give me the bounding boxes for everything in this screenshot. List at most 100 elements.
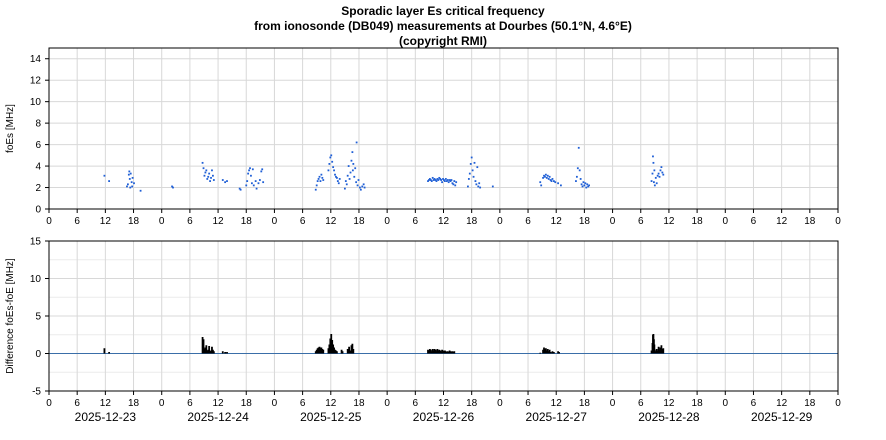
difference-bar bbox=[428, 350, 430, 354]
foes-point bbox=[656, 174, 659, 177]
foes-point bbox=[652, 161, 655, 164]
foes-point bbox=[202, 167, 205, 170]
foes-point bbox=[210, 176, 212, 179]
foes-point bbox=[261, 168, 264, 171]
foes-point bbox=[428, 179, 430, 181]
foes-point bbox=[450, 179, 453, 181]
difference-bar bbox=[653, 349, 656, 354]
difference-bar bbox=[108, 352, 111, 354]
x-tick-label: 12 bbox=[663, 398, 675, 409]
foes-point bbox=[129, 172, 132, 175]
foes-point bbox=[655, 182, 658, 185]
foes-point bbox=[257, 182, 260, 185]
foes-point bbox=[337, 182, 340, 185]
foes-point bbox=[578, 169, 581, 172]
y-tick-label: 10 bbox=[30, 97, 42, 108]
foes-point bbox=[586, 183, 589, 186]
foes-point bbox=[429, 179, 432, 181]
foes-point bbox=[246, 180, 249, 182]
difference-bar bbox=[544, 348, 547, 354]
difference-bar bbox=[449, 351, 452, 354]
x-tick-label: 18 bbox=[692, 216, 704, 227]
date-label: 2025-12-25 bbox=[300, 410, 362, 424]
foes-point bbox=[653, 184, 656, 187]
foes-point bbox=[438, 176, 441, 179]
x-tick-label: 0 bbox=[384, 398, 390, 409]
date-label: 2025-12-26 bbox=[413, 410, 475, 424]
foes-point bbox=[350, 159, 353, 162]
foes-point bbox=[651, 172, 654, 175]
difference-bar bbox=[346, 349, 349, 354]
difference-bar bbox=[204, 347, 207, 354]
y-tick-label: 0 bbox=[35, 349, 41, 360]
foes-point bbox=[433, 178, 436, 180]
foes-point bbox=[127, 183, 129, 186]
x-tick-label: 0 bbox=[497, 216, 503, 227]
difference-bar bbox=[335, 350, 337, 354]
foes-point bbox=[428, 178, 431, 180]
foes-point bbox=[207, 175, 210, 178]
foes-point bbox=[430, 180, 433, 182]
x-tick-label: 18 bbox=[241, 216, 253, 227]
difference-bar bbox=[441, 349, 443, 354]
y-tick-label: 4 bbox=[35, 162, 41, 173]
foes-point bbox=[247, 172, 250, 175]
foes-point bbox=[583, 184, 586, 187]
foes-point bbox=[127, 173, 130, 176]
x-tick-label: 18 bbox=[128, 398, 140, 409]
difference-bar bbox=[207, 349, 210, 354]
foes-point bbox=[435, 180, 438, 182]
foes-point bbox=[447, 181, 450, 184]
foes-point bbox=[441, 181, 443, 184]
difference-bar bbox=[445, 352, 448, 354]
foes-point bbox=[584, 182, 587, 185]
difference-bar bbox=[332, 344, 335, 354]
foes-point bbox=[472, 175, 475, 178]
foes-point bbox=[657, 172, 660, 175]
foes-point bbox=[539, 181, 542, 184]
difference-bar bbox=[328, 344, 331, 354]
x-tick-label: 12 bbox=[776, 216, 788, 227]
foes-point bbox=[209, 180, 211, 182]
foes-point bbox=[172, 186, 174, 189]
foes-point bbox=[255, 187, 258, 190]
difference-bar bbox=[330, 334, 333, 354]
difference-bar bbox=[657, 346, 660, 354]
foes-point bbox=[321, 176, 324, 179]
difference-bar bbox=[547, 351, 550, 354]
foes-point bbox=[314, 188, 317, 191]
x-tick-label: 0 bbox=[723, 398, 729, 409]
difference-panel: 0 6 12 18 0 6 12 18 0 6 12 18 0 6 12 18 0 6 12 18 0 6 12 18 0 6 12… bbox=[5, 237, 841, 425]
difference-bar bbox=[654, 351, 657, 354]
foes-point bbox=[443, 179, 445, 181]
difference-bar bbox=[427, 349, 429, 354]
difference-bar bbox=[317, 347, 320, 354]
x-tick-label: 0 bbox=[159, 216, 165, 227]
foes-point bbox=[551, 178, 554, 180]
x-tick-label: 12 bbox=[551, 216, 563, 227]
difference-bar bbox=[226, 352, 228, 354]
x-tick-label: 6 bbox=[751, 398, 757, 409]
x-tick-label: 18 bbox=[353, 216, 365, 227]
difference-bar bbox=[436, 349, 439, 354]
foes-point bbox=[662, 173, 665, 176]
foes-point bbox=[431, 176, 434, 179]
difference-bar bbox=[658, 349, 661, 354]
foes-point bbox=[212, 174, 214, 177]
foes-point bbox=[444, 180, 446, 182]
chart-title: Sporadic layer Es critical frequency bbox=[341, 4, 545, 18]
x-tick-label: 6 bbox=[74, 398, 80, 409]
foes-point bbox=[252, 184, 255, 187]
x-tick-label: 18 bbox=[804, 398, 816, 409]
foes-point bbox=[108, 180, 111, 182]
difference-bar bbox=[431, 349, 434, 354]
x-tick-label: 0 bbox=[723, 216, 729, 227]
foes-point bbox=[650, 180, 653, 182]
difference-bar bbox=[660, 345, 663, 354]
difference-bar bbox=[552, 352, 555, 354]
foes-point bbox=[355, 181, 358, 184]
difference-bar bbox=[650, 350, 653, 354]
foes-point bbox=[652, 155, 654, 158]
x-tick-label: 6 bbox=[74, 216, 80, 227]
